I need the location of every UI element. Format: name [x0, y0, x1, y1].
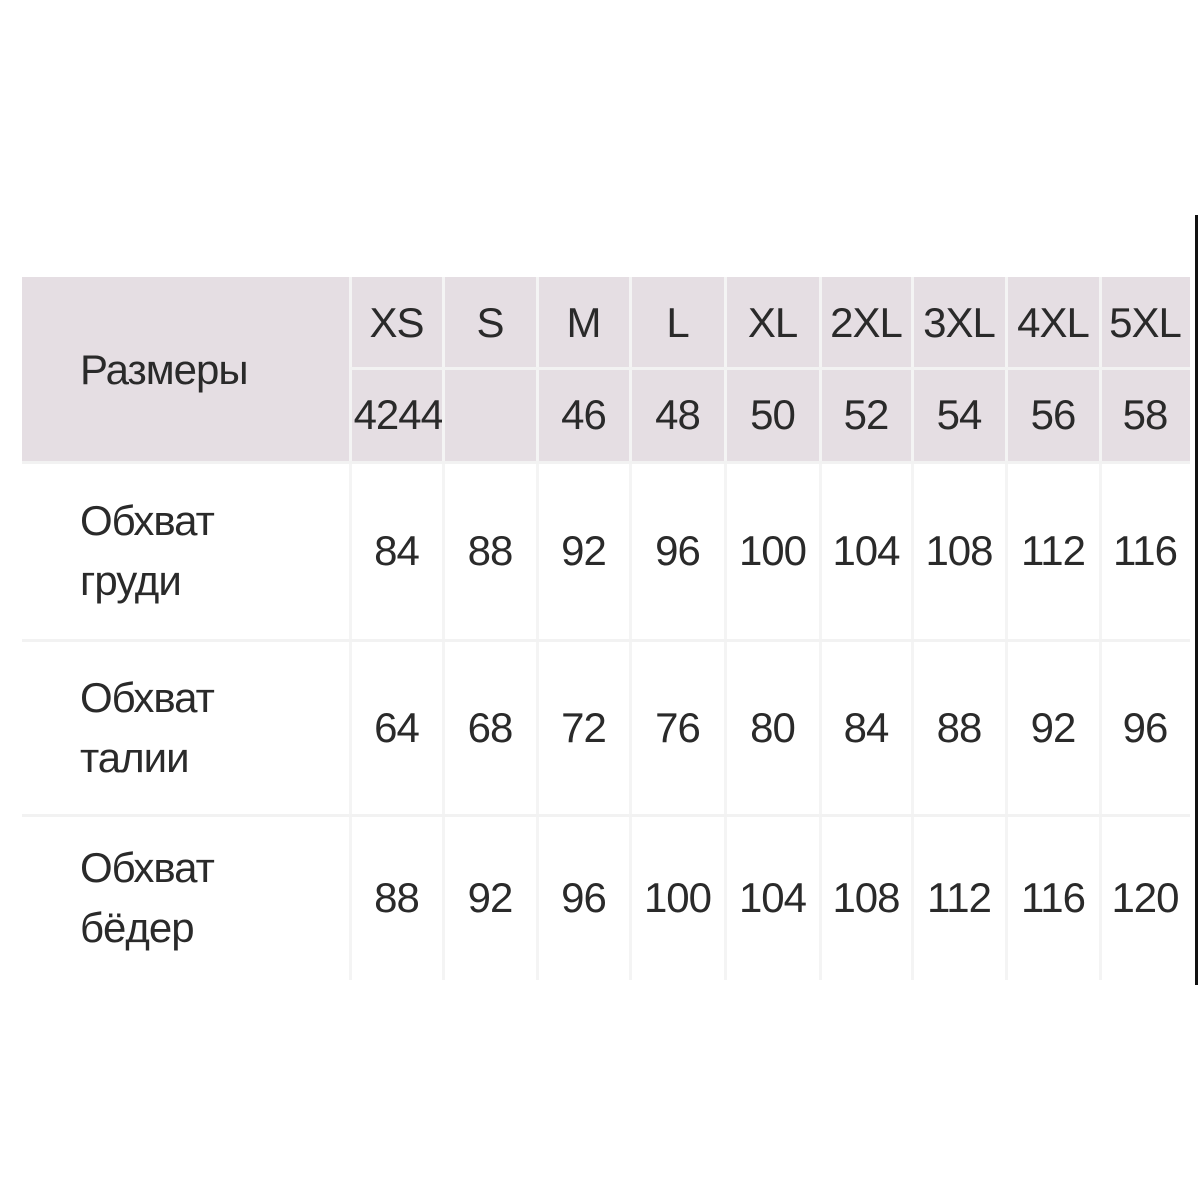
row-label: Обхват бёдер	[80, 843, 215, 951]
table-cell: 64	[374, 703, 420, 751]
row-divider	[22, 639, 1190, 642]
ru-size: 52	[820, 368, 912, 462]
ru-size: 46	[537, 368, 630, 462]
size-letter: 2XL	[820, 277, 912, 368]
size-letter: L	[630, 277, 725, 368]
right-edge-line	[1195, 215, 1198, 985]
size-letter: S	[443, 277, 537, 368]
table-cell: 88	[936, 703, 983, 751]
corner-label: Размеры	[22, 277, 350, 462]
table-cell: 84	[843, 703, 890, 751]
ru-size: 54	[912, 368, 1006, 462]
table-cell: 92	[561, 527, 607, 574]
table-cell: 76	[655, 703, 701, 751]
table-cell: 108	[925, 527, 993, 574]
ru-size: 50	[725, 368, 820, 462]
column-divider	[819, 277, 822, 980]
table-cell: 96	[1122, 703, 1169, 751]
row-divider	[350, 367, 1190, 370]
table-cell: 92	[1030, 703, 1077, 751]
table-cell: 96	[561, 873, 607, 921]
table-cell: 88	[374, 873, 420, 921]
row-divider	[22, 814, 1190, 817]
column-divider	[911, 277, 914, 980]
table-cell: 116	[1113, 527, 1178, 574]
table-cell: 80	[750, 703, 796, 751]
column-divider	[442, 277, 445, 980]
size-letter: XL	[725, 277, 820, 368]
table-cell: 92	[467, 873, 514, 921]
table-cell: 104	[738, 873, 807, 921]
table-cell: 72	[561, 703, 607, 751]
table-cell: 100	[643, 873, 712, 921]
table-cell: 84	[374, 527, 420, 574]
column-divider	[1099, 277, 1102, 980]
column-divider	[1005, 277, 1008, 980]
table-cell: 104	[832, 527, 900, 574]
ru-size: 4244	[350, 368, 444, 462]
table-cell: 120	[1111, 873, 1179, 921]
column-divider	[349, 277, 352, 980]
table-cell: 112	[927, 873, 992, 921]
table-cell: 88	[467, 527, 514, 574]
table-cell: 100	[738, 527, 807, 574]
table-cell: 108	[832, 873, 900, 921]
table-cell: 68	[467, 703, 514, 751]
table-cell: 116	[1021, 873, 1086, 921]
ru-size: 56	[1006, 368, 1100, 462]
size-letter: M	[537, 277, 630, 368]
size-letter: XS	[350, 277, 443, 368]
ru-size	[443, 368, 537, 462]
ru-size: 48	[630, 368, 725, 462]
size-letter: 4XL	[1006, 277, 1100, 368]
row-label: Обхват груди	[80, 497, 215, 604]
size-letter: 5XL	[1100, 277, 1190, 368]
table-cell: 112	[1021, 527, 1086, 574]
size-letter: 3XL	[912, 277, 1006, 368]
column-divider	[724, 277, 727, 980]
row-divider	[22, 461, 1190, 464]
ru-size: 58	[1100, 368, 1190, 462]
table-cell: 96	[655, 527, 701, 574]
row-label: Обхват талии	[80, 673, 215, 781]
column-divider	[629, 277, 632, 980]
column-divider	[536, 277, 539, 980]
